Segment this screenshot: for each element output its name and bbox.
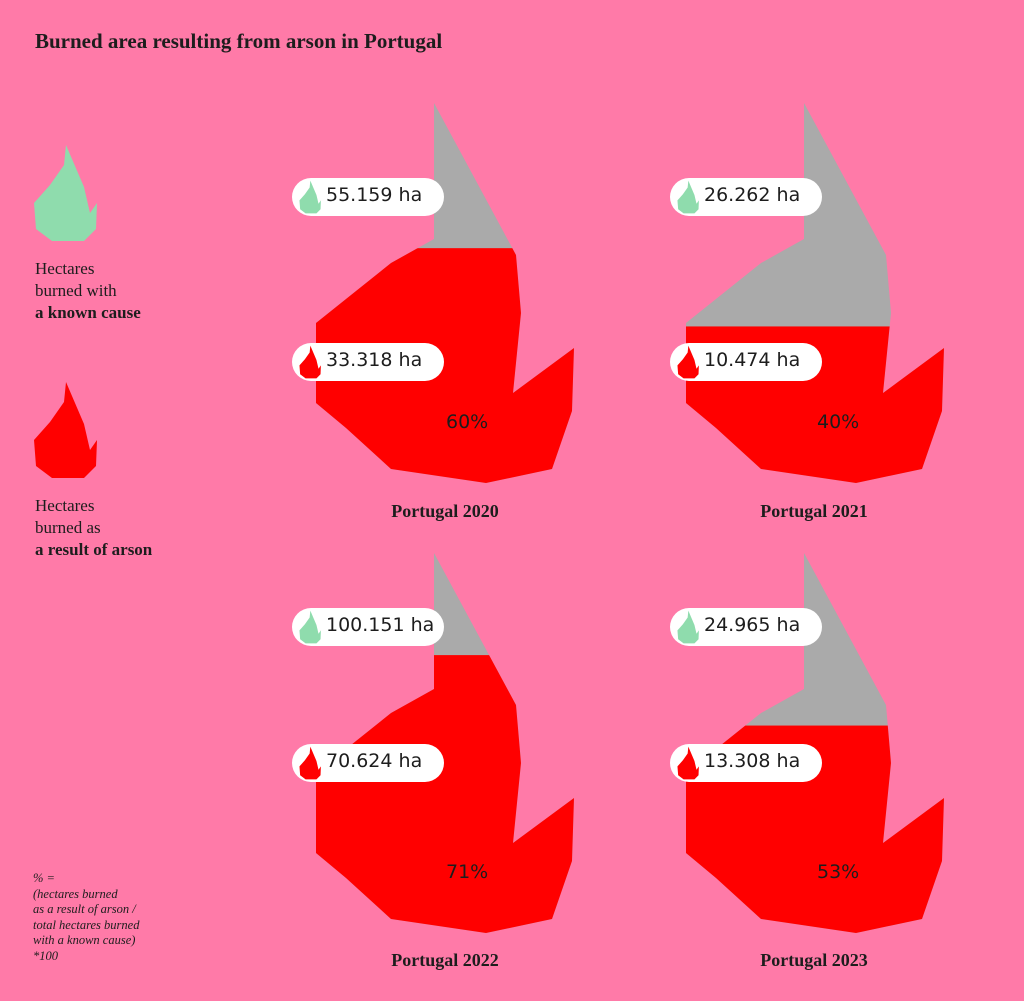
flame-icon [34,382,97,478]
flame-panel-1 [686,103,944,483]
chart-title: Burned area resulting from arson in Port… [35,29,443,53]
known-cause-pill: 26.262 ha [670,178,822,216]
flame-icon [677,345,699,379]
known-cause-value: 55.159 ha [326,184,423,206]
flame-icon [677,610,699,644]
percent-label: 60% [446,411,489,433]
panel-caption: Portugal 2021 [760,501,868,521]
arson-value: 70.624 ha [326,750,423,772]
flame-icon [299,345,321,379]
known-cause-pill: 100.151 ha [292,608,444,646]
flame-icon [677,180,699,214]
known-cause-value: 26.262 ha [704,184,801,206]
arson-pill: 13.308 ha [670,744,822,782]
percent-label: 71% [446,861,489,883]
known-cause-value: 100.151 ha [326,614,435,636]
known-cause-value: 24.965 ha [704,614,801,636]
flame-icon [299,180,321,214]
legend-known-cause: Hectares burned with a known cause [35,259,141,322]
flame-icon [299,610,321,644]
arson-pill: 70.624 ha [292,744,444,782]
arson-pill: 10.474 ha [670,343,822,381]
known-cause-pill: 55.159 ha [292,178,444,216]
arson-value: 33.318 ha [326,349,423,371]
panel-caption: Portugal 2023 [760,950,868,970]
arson-pill: 33.318 ha [292,343,444,381]
flame-icon [34,145,97,241]
percent-label: 53% [817,861,860,883]
legend-arson: Hectares burned as a result of arson [35,496,153,559]
flame-icon [677,746,699,780]
arson-value: 10.474 ha [704,349,801,371]
known-cause-pill: 24.965 ha [670,608,822,646]
arson-value: 13.308 ha [704,750,801,772]
panel-caption: Portugal 2020 [391,501,499,521]
percent-label: 40% [817,411,860,433]
panel-caption: Portugal 2022 [391,950,499,970]
footnote: % = (hectares burned as a result of arso… [33,871,140,963]
flame-icon [299,746,321,780]
arson-area [316,655,574,933]
